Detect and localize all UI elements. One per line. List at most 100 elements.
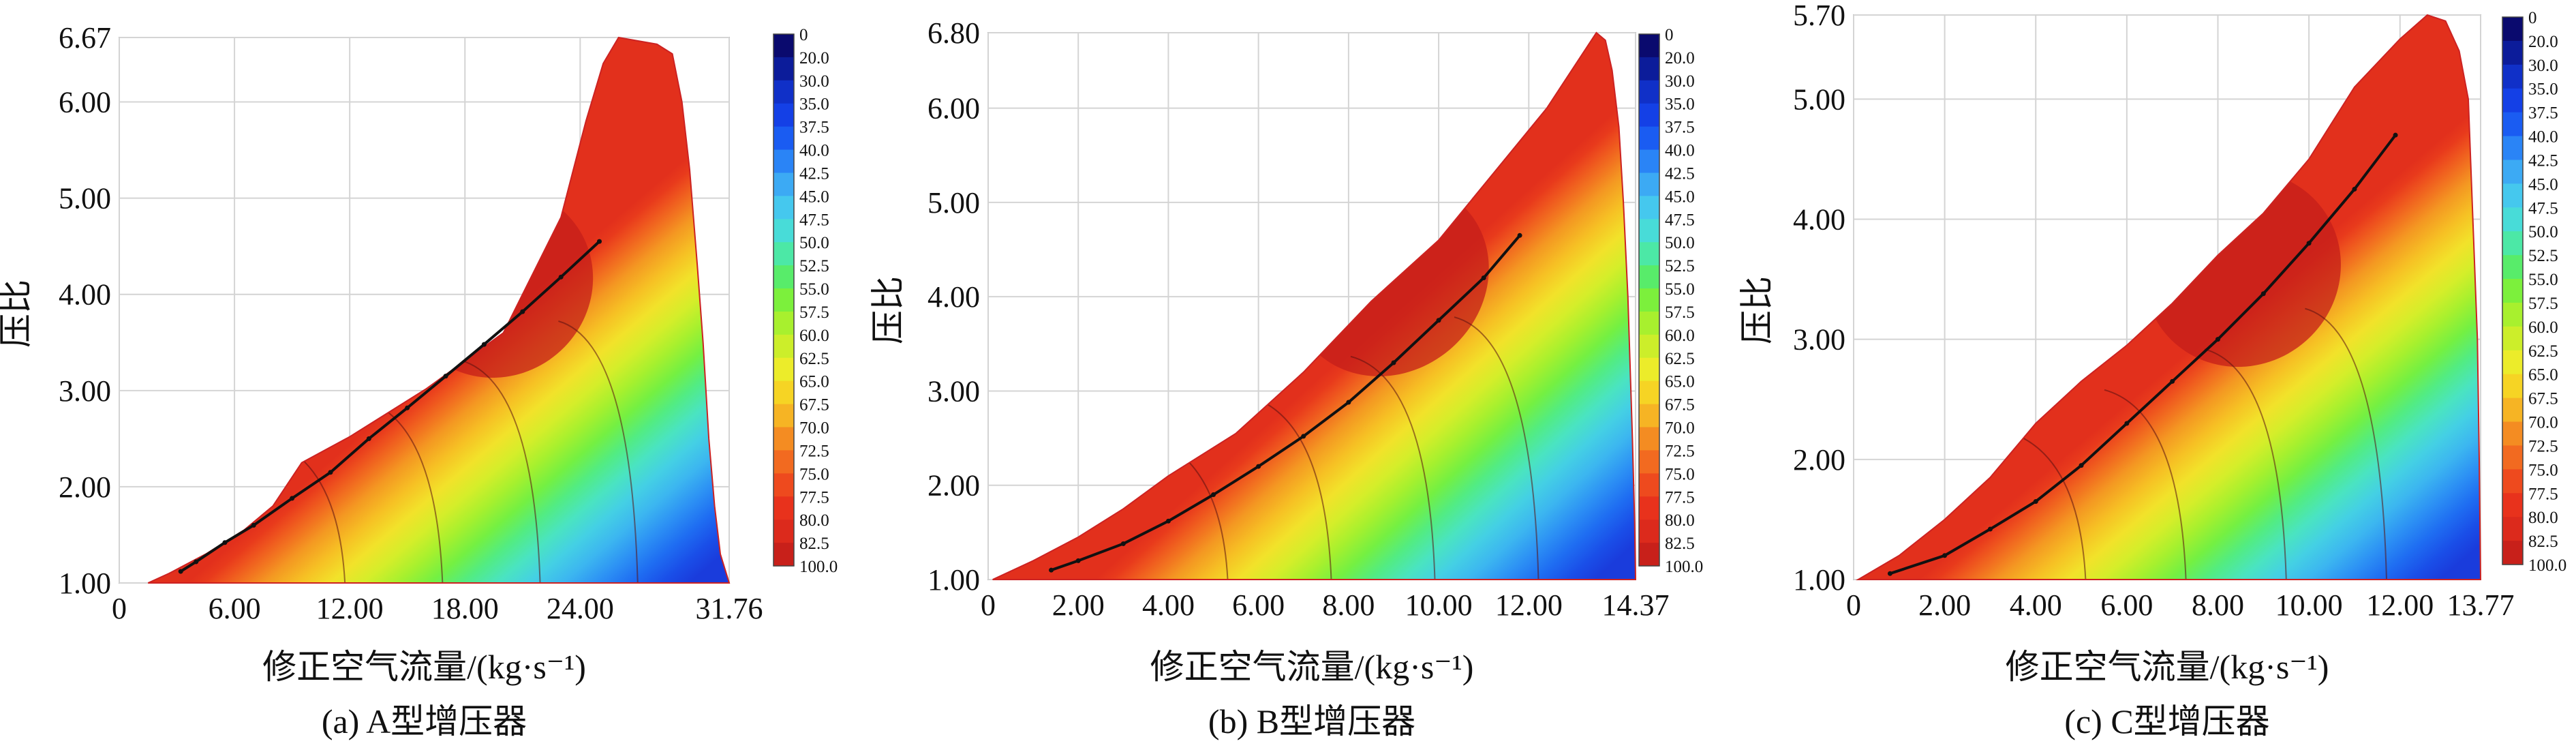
operating-point — [1517, 232, 1522, 238]
operating-point — [178, 569, 183, 574]
x-tick-label: 10.00 — [1405, 588, 1473, 622]
colorbar-label: 80.0 — [799, 511, 829, 530]
x-tick-label: 31.76 — [696, 592, 763, 625]
colorbar-swatch — [2502, 207, 2523, 232]
x-tick-label: 10.00 — [2275, 588, 2343, 622]
x-tick-label: 18.00 — [431, 592, 499, 625]
colorbar-label: 55.0 — [2528, 271, 2558, 289]
colorbar-label: 75.0 — [2528, 461, 2558, 479]
colorbar-swatch — [773, 543, 794, 567]
colorbar-frame — [2502, 16, 2524, 565]
y-tick-label: 1.00 — [1793, 563, 1845, 597]
colorbar-label: 62.5 — [799, 350, 829, 368]
operating-point — [2352, 186, 2357, 192]
operating-point — [2170, 378, 2175, 384]
operating-point — [194, 559, 199, 565]
colorbar-swatch — [773, 450, 794, 474]
envelope-outline — [992, 31, 1637, 580]
colorbar-swatch — [1639, 57, 1659, 81]
colorbar-swatch — [2502, 374, 2523, 399]
speed-line — [1350, 355, 1436, 580]
operating-point — [1942, 553, 1948, 558]
colorbar-frame — [773, 33, 795, 567]
colorbar-swatch — [1639, 288, 1659, 312]
colorbar-swatch — [2502, 279, 2523, 303]
operating-point — [520, 309, 525, 314]
colorbar-swatch — [773, 103, 794, 127]
operating-point — [2393, 132, 2398, 138]
colorbar-swatch — [773, 172, 794, 196]
subplot-caption: (a) A型增压器 — [322, 702, 527, 740]
colorbar-swatch — [773, 427, 794, 451]
speed-line — [460, 359, 541, 583]
colorbar-swatch — [1639, 334, 1659, 359]
colorbar-label: 20.0 — [799, 49, 829, 68]
colorbar-swatch — [2502, 302, 2523, 327]
colorbar-swatch — [2502, 88, 2523, 113]
speed-line — [558, 320, 639, 583]
y-tick-label: 2.00 — [59, 470, 111, 504]
colorbar-label: 62.5 — [1665, 350, 1695, 368]
y-tick-label: 5.00 — [927, 186, 980, 220]
colorbar-swatch — [2502, 469, 2523, 494]
colorbar-label: 57.5 — [799, 303, 829, 322]
colorbar-label: 52.5 — [1665, 257, 1695, 275]
operating-point — [1987, 526, 1993, 532]
colorbar-swatch — [2502, 445, 2523, 470]
operating-point — [2306, 241, 2312, 246]
colorbar-swatch — [773, 219, 794, 243]
colorbar-label: 100.0 — [799, 558, 838, 576]
operating-point — [366, 436, 371, 441]
colorbar-label: 45.0 — [1665, 188, 1695, 206]
colorbar-swatch — [1639, 427, 1659, 451]
colorbar-label: 77.5 — [2528, 485, 2558, 503]
colorbar-label: 60.0 — [2528, 318, 2558, 337]
colorbar-label: 72.5 — [1665, 442, 1695, 460]
envelope-outline — [1855, 14, 2482, 580]
colorbar-swatch — [1639, 172, 1659, 196]
colorbar-swatch — [1639, 149, 1659, 174]
chart-panel-0: 0 6.00 12.00 18.00 24.00 31.76 1.00 2.00 3.00 4.0… — [0, 21, 838, 740]
colorbar-frame — [1638, 33, 1660, 567]
x-tick-label: 12.00 — [1495, 588, 1563, 622]
x-tick-label: 2.00 — [1918, 588, 1971, 622]
colorbar-swatch — [1639, 543, 1659, 567]
chart-panel-2: 0 2.00 4.00 6.00 8.00 10.00 12.00 13.77 1.00 2.00… — [1738, 0, 2566, 740]
operating-point — [1391, 360, 1396, 365]
colorbar-swatch — [1639, 496, 1659, 520]
operating-point — [2079, 463, 2084, 468]
colorbar-label: 82.5 — [1665, 535, 1695, 553]
colorbar-swatch — [773, 380, 794, 405]
colorbar-label: 77.5 — [799, 488, 829, 507]
colorbar-label: 30.0 — [1665, 72, 1695, 91]
x-tick-label: 12.00 — [2366, 588, 2434, 622]
colorbar-label: 45.0 — [2528, 175, 2558, 194]
colorbar-swatch — [2502, 397, 2523, 423]
colorbar-swatch — [1639, 520, 1659, 543]
colorbar-label: 70.0 — [2528, 414, 2558, 432]
subplot-caption: (c) C型增压器 — [2064, 702, 2269, 740]
colorbar-label: 100.0 — [1665, 558, 1703, 576]
operating-point — [290, 496, 295, 501]
operating-point — [1301, 434, 1306, 439]
colorbar-swatch — [1639, 265, 1659, 289]
y-axis-label: 压比 — [0, 280, 35, 348]
colorbar-swatch — [2502, 64, 2523, 89]
colorbar-swatch — [773, 357, 794, 382]
colorbar-label: 47.5 — [1665, 211, 1695, 229]
colorbar-label: 35.0 — [799, 95, 829, 114]
operating-point — [222, 540, 228, 545]
colorbar-label: 100.0 — [2528, 556, 2566, 575]
colorbar-label: 42.5 — [1665, 164, 1695, 183]
colorbar-label: 70.0 — [799, 419, 829, 438]
y-tick-label: 3.00 — [927, 374, 980, 408]
operating-point — [405, 405, 410, 410]
colorbar-swatch — [1639, 311, 1659, 335]
operating-point — [2260, 291, 2266, 297]
colorbar-swatch — [773, 265, 794, 289]
colorbar-label: 77.5 — [1665, 488, 1695, 507]
colorbar-swatch — [2502, 350, 2523, 375]
colorbar-swatch — [1639, 219, 1659, 243]
colorbar-swatch — [2502, 40, 2523, 65]
colorbar-label: 20.0 — [1665, 49, 1695, 68]
